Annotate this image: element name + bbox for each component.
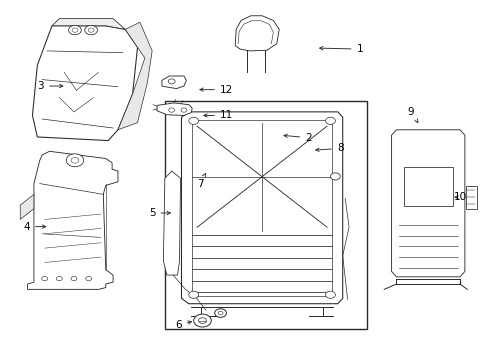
Polygon shape	[163, 171, 180, 275]
Polygon shape	[404, 167, 453, 206]
Circle shape	[66, 154, 84, 167]
Text: 11: 11	[204, 111, 233, 121]
Circle shape	[228, 125, 238, 132]
Polygon shape	[192, 120, 332, 296]
Text: 12: 12	[200, 85, 233, 95]
Circle shape	[168, 79, 175, 84]
Text: 3: 3	[37, 81, 63, 91]
Polygon shape	[27, 151, 118, 289]
Polygon shape	[181, 112, 343, 304]
Bar	[466, 185, 477, 209]
Circle shape	[326, 291, 335, 298]
Circle shape	[85, 26, 98, 35]
Circle shape	[71, 157, 79, 163]
Text: 7: 7	[197, 173, 206, 189]
Circle shape	[71, 276, 77, 281]
Text: 4: 4	[24, 222, 46, 231]
Polygon shape	[20, 194, 34, 220]
Circle shape	[218, 311, 223, 315]
Text: 2: 2	[284, 133, 312, 143]
Circle shape	[181, 108, 187, 112]
Polygon shape	[392, 130, 465, 277]
Circle shape	[56, 276, 62, 281]
Circle shape	[215, 309, 226, 318]
Text: 10: 10	[453, 192, 466, 202]
Text: 9: 9	[408, 107, 418, 122]
Circle shape	[88, 28, 94, 32]
Circle shape	[331, 173, 340, 180]
Circle shape	[189, 291, 198, 298]
Polygon shape	[157, 103, 192, 116]
Circle shape	[86, 276, 92, 281]
Text: 1: 1	[319, 44, 363, 54]
Circle shape	[189, 117, 198, 125]
Circle shape	[326, 117, 335, 125]
Circle shape	[72, 28, 78, 32]
Circle shape	[198, 318, 206, 323]
Circle shape	[69, 26, 81, 35]
Polygon shape	[118, 22, 152, 130]
Circle shape	[194, 314, 211, 327]
Text: 6: 6	[175, 320, 192, 330]
Circle shape	[42, 276, 48, 281]
Polygon shape	[52, 19, 125, 30]
Polygon shape	[32, 26, 138, 140]
Polygon shape	[162, 76, 186, 89]
Text: 5: 5	[149, 208, 171, 218]
Polygon shape	[235, 16, 279, 51]
Circle shape	[169, 108, 174, 112]
Bar	[165, 101, 367, 329]
Text: 8: 8	[316, 143, 343, 153]
